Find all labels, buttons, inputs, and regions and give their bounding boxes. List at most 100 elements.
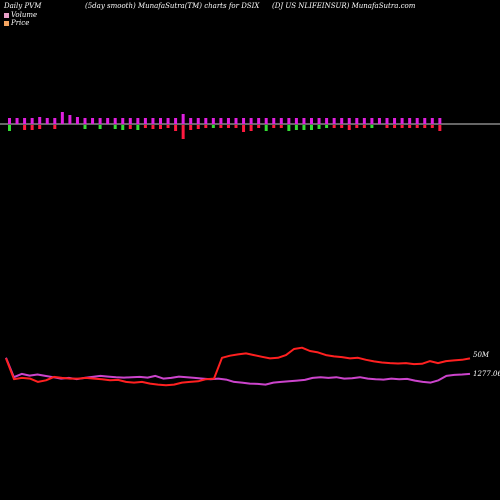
pvm-bar-up [211,118,215,124]
legend-volume-swatch [4,12,9,18]
pvm-bar-up [98,118,102,124]
pvm-bar-up [226,118,230,124]
pvm-bar-down [332,125,336,128]
pvm-bar-down [355,125,359,128]
pvm-bar-down [272,125,276,128]
pvm-bar-down [23,125,27,130]
pvm-bar-down [38,125,42,129]
pvm-bar-down [393,125,397,128]
chart-title-middle: (5day smooth) MunafaSutra(TM) charts for… [85,2,260,10]
pvm-bar-up [272,118,276,124]
pvm-bar-down [196,125,200,129]
pvm-bar-up [249,118,253,124]
pvm-bar-down [249,125,253,131]
pvm-bar-up [91,118,95,124]
pvm-bar-down [121,125,125,130]
pvm-bar-down [370,125,374,128]
pvm-bar-up [234,118,238,124]
pvm-bar-up [15,118,19,124]
pvm-bars [0,112,500,139]
pvm-bar-up [189,118,193,124]
pvm-bar-down [287,125,291,131]
legend-price: Price [4,19,29,27]
pvm-bar-up [242,118,246,124]
pvm-bar-up [430,118,434,124]
pvm-bar-down [151,125,155,129]
volume-line [5,357,471,386]
legend-volume-label: Volume [11,11,38,19]
pvm-bar-up [279,118,283,124]
pvm-bar-up [377,118,381,124]
pvm-bar-down [340,125,344,128]
pvm-bar-up [151,118,155,124]
legend-volume: Volume [4,11,37,19]
pvm-bar-up [332,118,336,124]
chart-title-right: (DJ US NLIFEINSUR) MunafaSutra.com [272,2,416,10]
pvm-bar-up [355,118,359,124]
pvm-bar-down [415,125,419,128]
pvm-bar-up [385,118,389,124]
pvm-bar-up [106,118,110,124]
pvm-bar-up [264,118,268,124]
pvm-bar-up [219,118,223,124]
pvm-bar-down [264,125,268,131]
pvm-bar-up [204,118,208,124]
pvm-bar-down [257,125,261,128]
pvm-bar-down [181,125,185,139]
pvm-bar-down [113,125,117,129]
pvm-bar-up [23,118,27,124]
pvm-bar-up [340,118,344,124]
pvm-bar-up [113,118,117,124]
pvm-bar-up [438,118,442,124]
pvm-bar-up [287,118,291,124]
price-line [5,346,471,387]
pvm-bar-down [234,125,238,128]
pvm-bar-down [204,125,208,128]
pvm-bar-up [181,114,185,124]
pvm-bar-down [30,125,34,130]
pvm-bar-down [362,125,366,128]
pvm-bar-down [242,125,246,132]
pvm-bar-up [347,118,351,124]
pvm-bar-up [310,118,313,124]
pvm-bar-down [136,125,140,130]
pvm-bar-up [136,118,140,124]
pvm-bar-up [8,118,11,124]
pvm-bar-up [302,118,306,124]
pvm-bar-down [159,125,162,129]
pvm-bar-up [257,118,261,124]
pvm-bar-up [83,118,87,124]
pvm-bar-up [294,118,298,124]
pvm-bar-up [45,118,49,124]
pvm-bar-down [83,125,87,129]
pvm-bar-up [393,118,397,124]
chart-title-left: Daily PVM [4,2,42,10]
pvm-bar-down [226,125,230,128]
pvm-bar-up [38,117,42,124]
pvm-bar-down [400,125,404,128]
price-end-label: 1277.06 [473,370,500,378]
pvm-bar-up [166,118,170,124]
pvm-bar-down [294,125,298,130]
pvm-bar-down [53,125,57,129]
pvm-bar-down [8,125,11,131]
pvm-bar-up [423,118,427,124]
pvm-bar-up [174,118,178,124]
pvm-bar-up [159,118,162,124]
pvm-bar-down [317,125,321,129]
pvm-bar-up [370,118,374,124]
pvm-bar-up [362,118,366,124]
pvm-bar-down [430,125,434,128]
pvm-bar-down [174,125,178,131]
pvm-bar-up [408,118,412,124]
pvm-bar-up [317,118,321,124]
volume-end-label: 50M [473,351,490,359]
pvm-bar-up [415,118,419,124]
pvm-bar-down [279,125,283,128]
legend-price-swatch [4,20,9,26]
pvm-bar-up [75,117,79,124]
pvm-bar-up [128,118,132,124]
pvm-bar-down [302,125,306,130]
pvm-bar-up [53,118,57,124]
